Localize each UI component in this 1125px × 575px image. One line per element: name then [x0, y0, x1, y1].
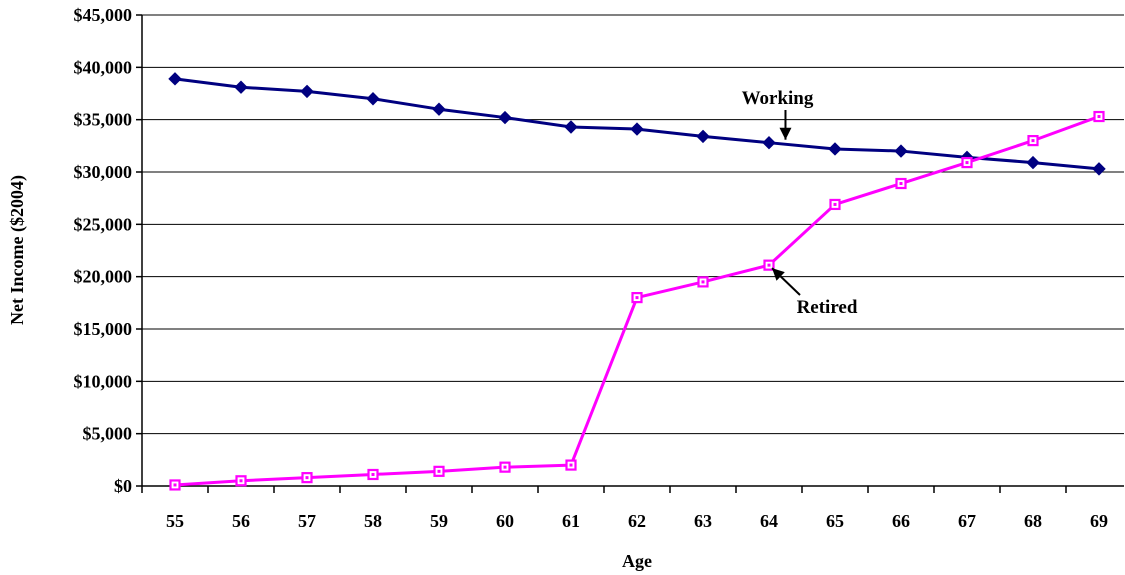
data-point-center: [1031, 139, 1035, 143]
x-tick-label: 58: [364, 511, 382, 531]
data-point: [894, 144, 908, 158]
data-point-center: [437, 469, 441, 473]
x-axis-title: Age: [622, 551, 652, 571]
gridlines: [142, 14, 1124, 435]
x-tick-label: 69: [1090, 511, 1108, 531]
y-tick-label: $10,000: [74, 371, 133, 391]
y-tick-label: $5,000: [83, 424, 133, 444]
annotation-retired-label: Retired: [797, 297, 858, 318]
y-axis-ticks: $0 $5,000 $10,000 $15,000 $20,000 $25,000 $30,…: [74, 5, 142, 496]
data-point-center: [173, 483, 177, 487]
data-point: [828, 142, 842, 156]
data-point-center: [833, 202, 837, 206]
data-point: [432, 102, 446, 116]
y-tick-label: $35,000: [74, 110, 133, 130]
x-tick-label: 59: [430, 511, 448, 531]
x-tick-label: 62: [628, 511, 646, 531]
data-point: [564, 120, 578, 134]
x-tick-label: 68: [1024, 511, 1042, 531]
data-point-center: [371, 472, 375, 476]
y-tick-label: $30,000: [74, 162, 133, 182]
y-tick-label: $45,000: [74, 5, 133, 25]
annotation-arrowhead: [779, 127, 792, 140]
y-tick-label: $15,000: [74, 319, 133, 339]
data-point-center: [239, 479, 243, 483]
y-tick-label: $20,000: [74, 267, 133, 287]
x-tick-label: 66: [892, 511, 910, 531]
data-point: [1092, 162, 1106, 176]
y-tick-label: $40,000: [74, 57, 133, 77]
data-point: [234, 80, 248, 94]
series: [168, 72, 1106, 491]
x-tick-label: 55: [166, 511, 184, 531]
axes: [141, 15, 1124, 487]
y-tick-label: $0: [114, 476, 132, 496]
y-tick-label: $25,000: [74, 214, 133, 234]
data-point: [1026, 155, 1040, 170]
data-point-center: [899, 182, 903, 186]
data-point-center: [635, 296, 639, 300]
data-point-center: [965, 161, 969, 165]
data-point-center: [701, 280, 705, 284]
data-point-center: [305, 476, 309, 480]
x-axis-ticks: 55 56 57 58 59 60 61 62 63 64 65 66 67 68 69: [141, 486, 1108, 531]
data-point: [300, 84, 314, 99]
annotation-working-label: Working: [742, 88, 814, 109]
x-tick-label: 64: [760, 511, 778, 531]
data-point: [168, 72, 182, 86]
data-point: [498, 110, 512, 125]
x-tick-label: 65: [826, 511, 844, 531]
annotation-arrowhead: [772, 268, 785, 281]
x-tick-label: 57: [298, 511, 316, 531]
x-tick-label: 63: [694, 511, 712, 531]
annotations: Working Retired: [742, 88, 858, 318]
data-point: [630, 122, 644, 136]
series-retired: [169, 110, 1105, 491]
data-point: [366, 92, 380, 106]
x-tick-label: 56: [232, 511, 250, 531]
y-axis-title: Net Income ($2004): [7, 175, 28, 325]
x-tick-label: 61: [562, 511, 580, 531]
data-point-center: [1097, 115, 1101, 119]
data-point-center: [569, 463, 573, 467]
x-tick-label: 60: [496, 511, 514, 531]
data-point: [762, 135, 776, 150]
data-point-center: [503, 465, 507, 469]
data-point-center: [767, 263, 771, 267]
x-tick-label: 67: [958, 511, 976, 531]
data-point: [696, 129, 710, 144]
